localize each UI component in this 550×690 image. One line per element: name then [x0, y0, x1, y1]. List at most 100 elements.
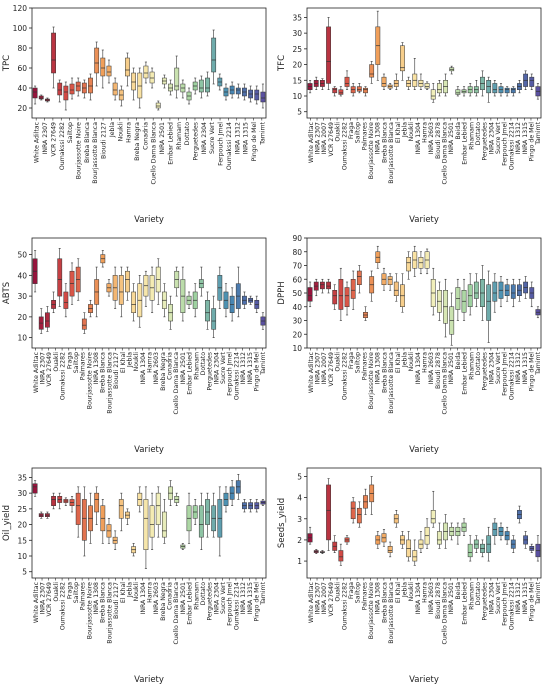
box-iqr [504, 87, 510, 94]
x-tick-label: Breba Negra [134, 122, 141, 161]
chart-panel-oil_yield: 5 10 15 20 25 30 35 White Adiltac INRA 2307 VCR 2… [2, 467, 267, 685]
box-oumakssi-2214 [235, 83, 241, 99]
box-embar-lebied [192, 499, 198, 525]
box-iqr [326, 484, 331, 541]
box-rhamam [198, 75, 204, 99]
x-tick-label: Pingo de Mel [253, 352, 260, 392]
x-tick-label: Bioudi 2878 [435, 352, 442, 389]
x-tick-label: INRA 1312 [234, 122, 241, 155]
box-hamra [143, 270, 149, 307]
box-iqr [381, 76, 387, 87]
box-palmares [356, 265, 362, 294]
box-inra-2603 [424, 81, 430, 91]
box-jebla [125, 266, 130, 301]
x-tick-label: Noukli [133, 352, 140, 372]
box-iqr [211, 37, 217, 73]
y-tick-label: 10 [17, 334, 27, 343]
box-breba-blanca [375, 10, 381, 81]
box-noukli [406, 76, 412, 91]
box-bourjassotte-noire [363, 86, 368, 97]
x-tick-label: Sailtop [73, 582, 80, 603]
x-tick-label: Embar Lebied [167, 122, 174, 165]
y-tick-label: 50 [17, 251, 27, 260]
box-vcr-27649 [326, 17, 331, 91]
box-iqr [75, 81, 81, 92]
x-tick-label: Rhamam [193, 352, 200, 380]
x-tick-label: Noukli [133, 582, 140, 602]
x-tick-label: Ouakli [53, 582, 60, 602]
box-iqr [344, 76, 350, 87]
box-fraga [344, 535, 350, 545]
box-el-khal [393, 73, 399, 91]
box-el-khal [393, 510, 399, 528]
x-tick-label: Conadria [167, 582, 174, 610]
box-iqr [393, 281, 399, 296]
box-iqr [387, 546, 393, 553]
box-white-adiltac [32, 480, 38, 497]
x-tick-label: Ferpouch Jmel [218, 122, 225, 166]
box-breba-blanca [100, 49, 106, 89]
x-tick-label: Sailtop [355, 352, 362, 373]
x-tick-label: Palmares [80, 582, 87, 610]
box-brown-turkey [186, 291, 192, 309]
box-breba-negra [430, 267, 436, 316]
box-jebla [125, 52, 130, 87]
x-tick-label: Hamra [422, 352, 429, 373]
box-vcr-27649 [51, 291, 56, 314]
x-tick-label: INRA 2501 [448, 582, 455, 615]
x-tick-label: Embar Lebied [187, 582, 194, 625]
box-sailtop [350, 270, 356, 310]
box-iqr [69, 83, 75, 95]
x-tick-label: Dottato [184, 122, 191, 146]
box-hamra [418, 251, 424, 275]
box-iqr [406, 257, 412, 272]
x-tick-label: Fraga [348, 582, 355, 599]
box-inra-1315 [523, 70, 529, 91]
box-inra-1304 [137, 275, 143, 328]
x-tick-label: Embar Lebied [462, 582, 469, 625]
box-iqr [326, 26, 331, 84]
x-tick-label: INRA 2307 [40, 582, 47, 615]
box-bourjassotte-noire [88, 73, 93, 101]
box-inra-1308 [369, 476, 375, 515]
y-tick-label: 20 [17, 313, 27, 322]
box-iqr [51, 32, 56, 74]
box-iqr [332, 290, 338, 305]
x-tick-label: Beida [455, 352, 462, 370]
chart-panel-dpph: 10 20 30 40 50 60 70 80 90 White Adiltac INRA 2307… [277, 234, 542, 455]
box-inra-2501 [180, 79, 186, 99]
box-ouakli [332, 86, 338, 97]
y-tick-label: 90 [292, 234, 302, 243]
x-tick-label: INRA 2304 [213, 352, 220, 385]
box-iqr [467, 543, 473, 558]
x-tick-label: Hamra [147, 352, 154, 373]
y-tick-label: 30 [17, 292, 27, 301]
box-rhamam [198, 266, 204, 297]
box-bourjassotte-noire [88, 299, 93, 318]
x-tick-label: Bioudi 2878 [435, 122, 442, 159]
box-pingo-de-mel [529, 73, 535, 91]
box-bourjassotte-noire [88, 492, 93, 544]
x-tick-label: Sailtop [67, 122, 74, 143]
box-oumakssi-2214 [235, 473, 241, 500]
x-axis-label: Variety [409, 215, 439, 225]
box-iqr [356, 507, 362, 524]
box-noukli [131, 67, 137, 101]
y-tick-label: 20 [17, 104, 27, 113]
box-fraga [69, 77, 75, 100]
x-tick-label: Perguetedes [192, 122, 199, 161]
x-tick-label: INRA 1315 [522, 582, 529, 615]
x-tick-label: Ouakli [335, 122, 342, 142]
box-cuello-dama-blanca [174, 492, 180, 507]
box-inra-2007 [44, 306, 50, 332]
box-sucre-vert [223, 486, 229, 513]
box-iqr [106, 65, 112, 77]
x-tick-label: INRA 2304 [201, 122, 208, 155]
box-dottato [205, 492, 210, 538]
box-cuello-dama-blanca [449, 522, 455, 541]
box-el-khal [118, 85, 124, 107]
box-iqr [307, 287, 313, 302]
x-tick-label: Dottato [475, 122, 482, 146]
y-tick-label: 30 [292, 29, 302, 38]
box-el-khal [393, 273, 399, 302]
